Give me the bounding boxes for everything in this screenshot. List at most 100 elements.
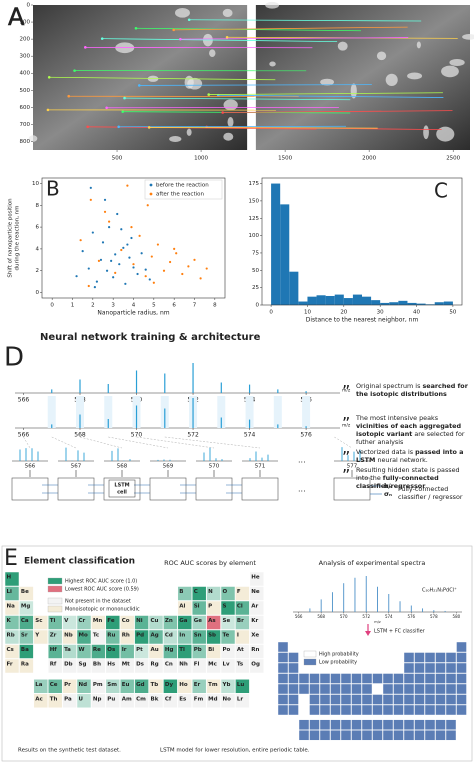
element-symbol: Co <box>122 618 130 624</box>
scatter-point <box>97 259 101 263</box>
match-line <box>149 127 378 129</box>
element-symbol: Tb <box>151 682 159 688</box>
quote-mark: ” <box>342 382 350 401</box>
element-symbol: Sm <box>107 682 117 688</box>
element-symbol: Ts <box>237 662 244 668</box>
element-cell-prob <box>403 704 415 716</box>
element-cell-prob <box>382 694 394 705</box>
histogram-bar <box>298 301 308 305</box>
element-symbol: Ce <box>50 682 58 688</box>
particle-blob <box>423 125 429 140</box>
element-cell-prob <box>309 704 320 716</box>
micrograph <box>255 5 470 150</box>
element-symbol: Es <box>179 696 187 702</box>
element-symbol: Zn <box>165 618 173 624</box>
y-tick-label: 0 <box>27 3 31 9</box>
histogram-bar <box>316 295 326 305</box>
element-symbol: Db <box>64 662 73 668</box>
y-tick-label: 100 <box>20 20 31 26</box>
element-cell <box>33 629 49 645</box>
scatter-point <box>124 282 127 285</box>
element-symbol: Na <box>7 604 16 610</box>
match-point <box>84 46 87 49</box>
scatter-point <box>148 278 151 281</box>
element-cell-prob <box>456 641 467 653</box>
element-cell <box>91 615 106 630</box>
element-cell-prob <box>330 673 341 684</box>
scatter-point <box>101 241 105 244</box>
x-tick-label: 7 <box>193 303 197 309</box>
element-symbol: Ti <box>50 618 56 624</box>
x-tick-label: 580 <box>453 614 461 619</box>
element-cell-prob <box>435 719 446 730</box>
element-cell <box>220 586 236 601</box>
element-cell-prob <box>414 694 425 705</box>
element-cell <box>206 693 221 709</box>
element-cell-prob <box>372 694 383 705</box>
element-symbol: Ho <box>179 682 188 688</box>
element-symbol: Nd <box>79 682 88 688</box>
element-cell <box>177 629 193 645</box>
element-cell-prob <box>298 683 310 695</box>
scatter-point <box>103 198 107 201</box>
element-cell-prob <box>277 641 289 653</box>
y-tick-label: 0 <box>36 290 40 296</box>
legend-swatch <box>47 585 63 593</box>
element-cell <box>19 615 34 630</box>
plot-frame <box>261 177 463 306</box>
element-cell-prob <box>393 683 404 695</box>
element-symbol: Hs <box>107 662 116 668</box>
element-symbol: Cm <box>136 696 146 702</box>
element-cell <box>47 644 63 659</box>
scatter-point <box>108 220 111 223</box>
element-symbol: Nh <box>179 662 188 668</box>
ellipsis: ... <box>298 485 306 494</box>
x-tick-label: 1000 <box>194 156 208 162</box>
y-tick-label: 200 <box>20 37 31 43</box>
match-point <box>179 37 182 41</box>
element-cell <box>220 644 236 659</box>
scatter-point <box>146 204 149 207</box>
element-cell-prob <box>319 673 331 684</box>
element-cell <box>19 586 34 601</box>
element-cell <box>206 644 221 659</box>
lstm-box <box>241 477 279 501</box>
lstm-box <box>333 477 371 501</box>
scatter-point <box>81 249 84 253</box>
element-cell-prob <box>445 673 457 684</box>
lstm-cell-label: LSTM <box>114 483 129 489</box>
scatter-point <box>118 263 121 266</box>
y-axis-label: during the reaction, nm <box>15 205 21 270</box>
element-cell <box>177 693 193 709</box>
element-cell <box>105 629 121 645</box>
element-symbol: Lv <box>223 662 231 668</box>
element-symbol: Ca <box>21 618 29 624</box>
scatter-point <box>144 268 147 271</box>
element-symbol: Hg <box>165 647 174 653</box>
histogram-bar <box>425 304 435 305</box>
vicinity-band <box>302 396 311 428</box>
y-tick-label: 100 <box>249 233 260 239</box>
element-symbol: Mn <box>93 618 102 624</box>
y-tick-label: 700 <box>20 122 31 128</box>
element-cell <box>105 693 121 709</box>
scatter-point <box>114 271 117 275</box>
element-symbol: Po <box>223 647 231 653</box>
note-text: vicinities of each aggregated isotopic v… <box>356 422 462 438</box>
scatter-point <box>187 265 190 268</box>
element-symbol: Fr <box>7 662 13 668</box>
match-point <box>147 126 151 129</box>
formula: C₃₀H₂₁N₃PdCl⁺ <box>422 588 457 594</box>
element-cell <box>19 644 34 659</box>
histogram-bar <box>416 303 426 305</box>
dashed-guide <box>79 436 123 449</box>
match-line <box>118 125 347 128</box>
match-point <box>137 84 141 87</box>
element-cell <box>220 658 236 674</box>
element-symbol: At <box>237 647 244 653</box>
scatter-point <box>79 239 82 242</box>
element-cell <box>4 629 20 645</box>
scatter-point <box>116 212 119 216</box>
element-symbol: Pd <box>136 633 144 639</box>
vicinity-band <box>47 396 56 428</box>
